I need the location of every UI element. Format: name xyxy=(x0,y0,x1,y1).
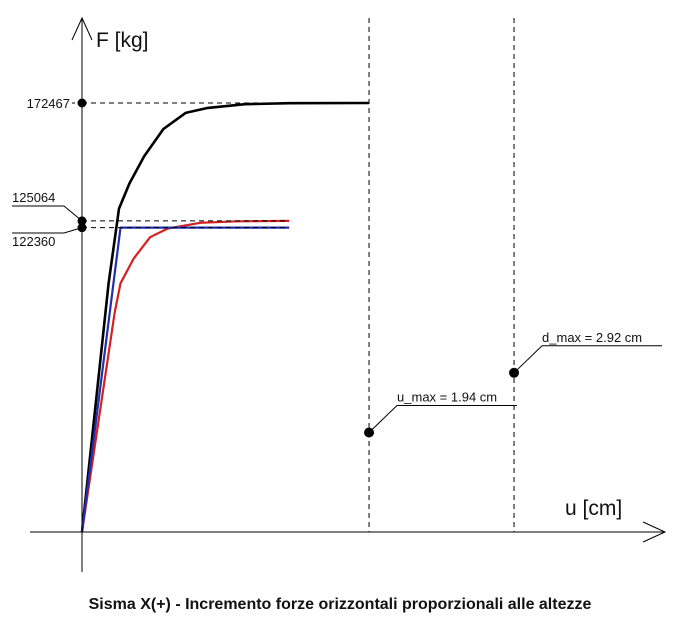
series-layer xyxy=(80,101,370,533)
label-layer: 172467 125064 122360 u_max = 1.94 cm d_max =… xyxy=(12,96,642,405)
y-tick-label-2: 125064 xyxy=(12,190,55,205)
y-axis-arrow xyxy=(71,16,93,41)
marker-leader-1 xyxy=(368,405,518,433)
series-line-1 xyxy=(80,101,370,533)
marker-label-2: d_max = 2.92 cm xyxy=(542,330,642,345)
x-axis-label: u [cm] xyxy=(565,497,622,520)
y-tick-dot-3 xyxy=(77,223,87,233)
marker-label-1: u_max = 1.94 cm xyxy=(397,390,497,405)
series-line-2 xyxy=(80,219,290,533)
y-tick-label-3: 122360 xyxy=(12,234,55,249)
y-axis-label: F [kg] xyxy=(96,29,149,52)
series-line-3 xyxy=(80,226,290,533)
chart-title: Sisma X(+) - Incremento forze orizzontal… xyxy=(89,596,592,613)
marker-leader-2 xyxy=(513,345,663,374)
y-tick-dot-2 xyxy=(77,216,87,226)
guide-layer xyxy=(12,18,663,532)
marker-dot-2 xyxy=(509,367,520,378)
marker-dot-1 xyxy=(364,427,375,438)
y-tick-leader-3 xyxy=(12,227,83,234)
marker-layer xyxy=(77,98,520,438)
y-tick-dot-1 xyxy=(77,98,87,108)
y-tick-leader-2 xyxy=(12,205,83,222)
y-tick-label-1: 172467 xyxy=(27,96,70,111)
x-axis-arrow xyxy=(642,521,667,543)
axis-layer xyxy=(30,16,667,572)
